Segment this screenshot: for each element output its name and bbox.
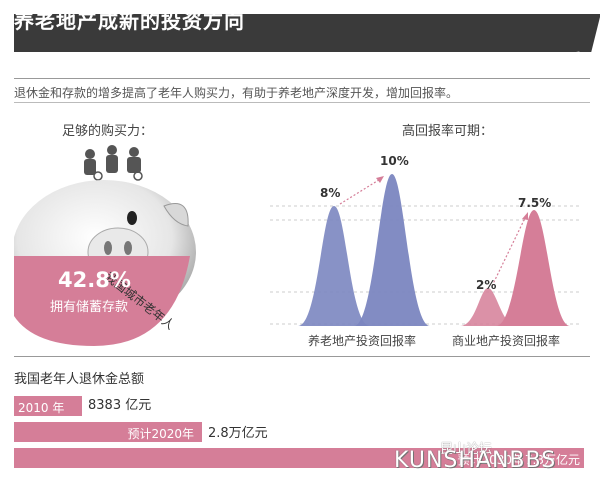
commercial-return-label: 商业地产投资回报率 [452,334,561,348]
returns-heading: 高回报率可期： [402,124,494,139]
peak-commercial-before [460,288,516,326]
peak-commercial-after [496,210,570,326]
peak-senior-before [298,206,370,326]
senior-return-label: 养老地产投资回报率 [308,334,417,348]
savings-desc: 拥有储蓄存款 [50,300,129,315]
divider [14,102,590,103]
bar-value: 8383 亿元 [88,398,152,413]
piggy-bank-illustration [14,140,200,346]
pension-bar-2020: 预计2020年 [14,422,202,442]
piggy-bank-icon [14,145,196,346]
pension-bar-2030: 预计2030年 7.3万亿元 [14,448,584,468]
title-banner [14,14,590,52]
commercial-return-before: 2% [476,278,497,292]
divider [14,356,590,357]
returns-chart [270,174,580,326]
savings-percent: 42.8% [58,268,131,292]
peak-senior-after [354,174,430,326]
watermark-cn: 昆山论坛 [440,442,493,457]
divider [14,78,590,79]
pension-bar-2010: 2010 年 [14,396,82,416]
senior-return-before: 8% [320,186,341,200]
page-title: 养老地产成新的投资方向 [14,9,245,33]
bar-value: 7.3万亿元 [524,453,580,467]
senior-return-after: 10% [380,154,409,168]
watermark: KUNSHANBBS [394,448,557,473]
bar-label: 预计2030年 [457,453,524,467]
bar-value: 2.8万亿元 [208,426,268,441]
purchasing-power-heading: 足够的购买力： [62,124,154,139]
intro-text: 退休金和存款的增多提高了老年人购买力，有助于养老地产深度开发，增加回报率。 [14,86,459,100]
bar-label: 预计2020年 [127,427,194,441]
pension-title: 我国老年人退休金总额 [14,372,145,387]
commercial-return-after: 7.5% [518,196,552,210]
bar-label: 2010 年 [18,401,65,415]
